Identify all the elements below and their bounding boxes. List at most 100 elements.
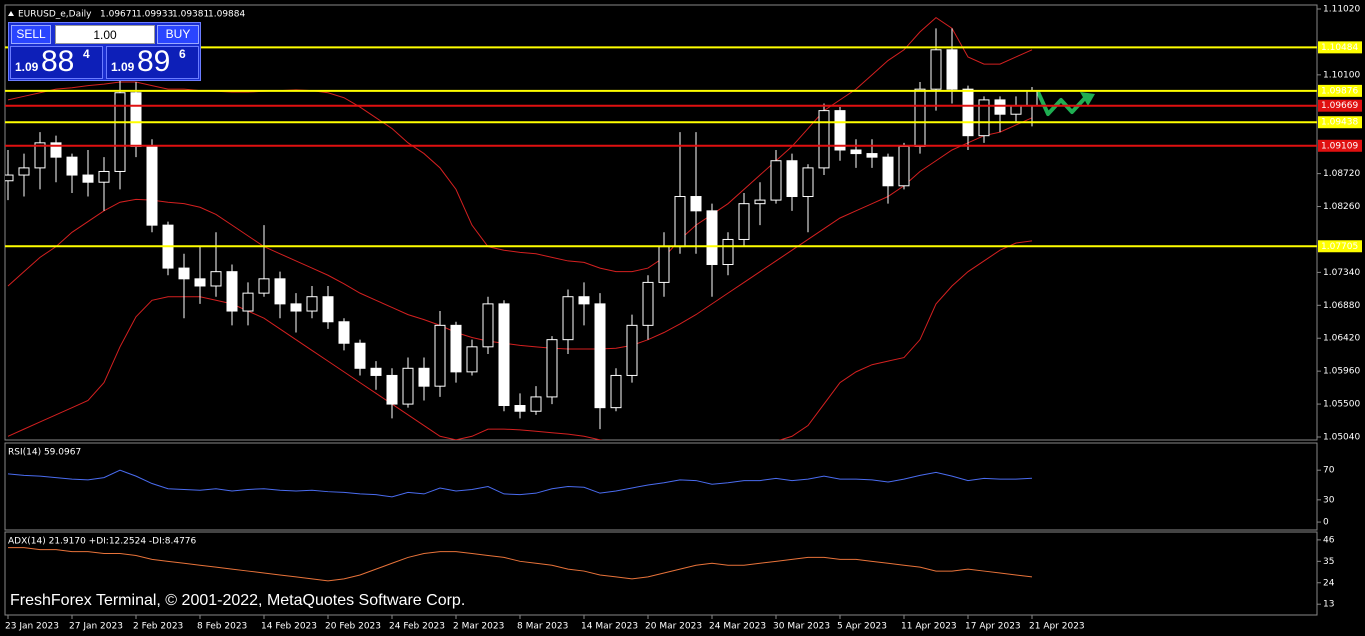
x-tick-label: 11 Apr 2023 xyxy=(901,622,957,632)
indicator-line xyxy=(8,547,1033,582)
y-tick-label: 24 xyxy=(1323,578,1335,588)
collapse-icon xyxy=(8,11,14,16)
x-tick-label: 20 Mar 2023 xyxy=(645,622,702,632)
candle-body xyxy=(290,303,302,312)
x-tick-label: 23 Jan 2023 xyxy=(5,622,59,632)
candle-body xyxy=(98,170,110,183)
candle-body xyxy=(594,303,606,409)
candle-body xyxy=(466,346,478,373)
candle-body xyxy=(498,303,510,407)
header-value: 1.09381 xyxy=(172,10,209,20)
candle-body xyxy=(130,92,142,147)
candle-body xyxy=(930,49,942,90)
candle-body xyxy=(34,142,46,169)
candle-body xyxy=(834,110,846,151)
y-tick-label: 1.07340 xyxy=(1323,268,1360,278)
level-label-bg xyxy=(1318,41,1362,54)
candle-body xyxy=(514,405,526,412)
y-tick-label: 0 xyxy=(1323,518,1329,528)
x-tick-label: 2 Feb 2023 xyxy=(133,622,183,632)
header-value: 1.09671 xyxy=(100,10,137,20)
adx-pane xyxy=(4,531,1318,616)
buy-button[interactable]: BUY xyxy=(157,25,199,44)
candle-body xyxy=(18,167,30,176)
candle-body xyxy=(450,324,462,373)
candle-body xyxy=(882,156,894,187)
x-tick-label: 8 Mar 2023 xyxy=(517,622,568,632)
candle-body xyxy=(1010,105,1022,115)
main-pane xyxy=(4,4,1318,441)
y-tick-label: 1.06880 xyxy=(1323,301,1360,311)
x-tick-label: 5 Apr 2023 xyxy=(837,622,887,632)
level-label-bg xyxy=(1318,116,1362,129)
candle-body xyxy=(898,145,910,187)
candle-body xyxy=(530,396,542,412)
candle-body xyxy=(258,278,270,294)
candle-body xyxy=(114,92,126,172)
y-tick-label: 1.05500 xyxy=(1323,400,1360,410)
candle-body xyxy=(770,160,782,201)
candle-body xyxy=(722,238,734,266)
level-label: 1.09669 xyxy=(1321,101,1358,111)
y-tick-label: 46 xyxy=(1323,535,1335,545)
ask-big: 89 xyxy=(137,45,171,78)
y-tick-label: 1.08720 xyxy=(1323,169,1360,179)
x-tick-label: 2 Mar 2023 xyxy=(453,622,504,632)
x-tick-label: 24 Feb 2023 xyxy=(389,622,445,632)
candle-body xyxy=(562,296,574,341)
level-label: 1.09876 xyxy=(1321,86,1358,96)
level-label: 1.09438 xyxy=(1321,118,1358,128)
level-label-bg xyxy=(1318,240,1362,253)
pane-plot xyxy=(5,16,1038,440)
trade-panel: SELL 1.00 BUY 1.09 88 4 1.09 89 6 xyxy=(8,22,201,81)
bid-box[interactable]: 1.09 88 4 xyxy=(10,45,103,79)
candle-body xyxy=(66,156,78,176)
level-label: 1.07705 xyxy=(1321,242,1358,252)
level-label-bg xyxy=(1318,99,1362,112)
x-tick-label: 14 Mar 2023 xyxy=(581,622,638,632)
candle-body xyxy=(914,88,926,147)
level-label-bg xyxy=(1318,84,1362,97)
sell-button[interactable]: SELL xyxy=(11,25,51,44)
y-tick-label: 30 xyxy=(1323,495,1335,505)
candle-body xyxy=(386,374,398,405)
lots-field[interactable]: 1.00 xyxy=(55,25,155,44)
candle-body xyxy=(338,321,350,344)
candle-body xyxy=(690,196,702,212)
pane-title: ADX(14) 21.9170 +DI:12.2524 -DI:8.4776 xyxy=(8,537,197,547)
header-value: 1.09884 xyxy=(208,10,245,20)
ask-box[interactable]: 1.09 89 6 xyxy=(106,45,199,79)
x-tick-label: 17 Apr 2023 xyxy=(965,622,1021,632)
y-tick-label: 1.06420 xyxy=(1323,334,1360,344)
candle-body xyxy=(194,278,206,287)
candle-body xyxy=(418,367,430,387)
candle-body xyxy=(274,278,286,305)
candle-body xyxy=(642,281,654,326)
candle-body xyxy=(1026,90,1038,107)
candle-body xyxy=(818,110,830,169)
pane-title: EURUSD_e,Daily xyxy=(18,10,92,20)
level-label: 1.10484 xyxy=(1321,43,1358,53)
x-tick-label: 20 Feb 2023 xyxy=(325,622,381,632)
candle-body xyxy=(178,267,190,280)
candle-body xyxy=(402,367,414,405)
candle-body xyxy=(226,271,238,312)
y-tick-label: 1.05040 xyxy=(1323,433,1360,443)
candle-body xyxy=(578,296,590,305)
indicator-line xyxy=(7,469,1033,498)
candle-body xyxy=(82,174,94,183)
candle-body xyxy=(434,324,446,387)
bid-big: 88 xyxy=(41,45,75,78)
pane-title: RSI(14) 59.0967 xyxy=(8,448,81,458)
y-tick-label: 35 xyxy=(1323,557,1334,567)
forecast-arrow xyxy=(1036,91,1087,116)
y-tick-label: 1.11020 xyxy=(1323,5,1360,15)
candle-body xyxy=(754,199,766,205)
x-tick-label: 30 Mar 2023 xyxy=(773,622,830,632)
pane-plot xyxy=(7,469,1033,498)
candle-body xyxy=(610,374,622,409)
pane-plot xyxy=(8,547,1033,582)
header-value: 1.09933 xyxy=(136,10,173,20)
